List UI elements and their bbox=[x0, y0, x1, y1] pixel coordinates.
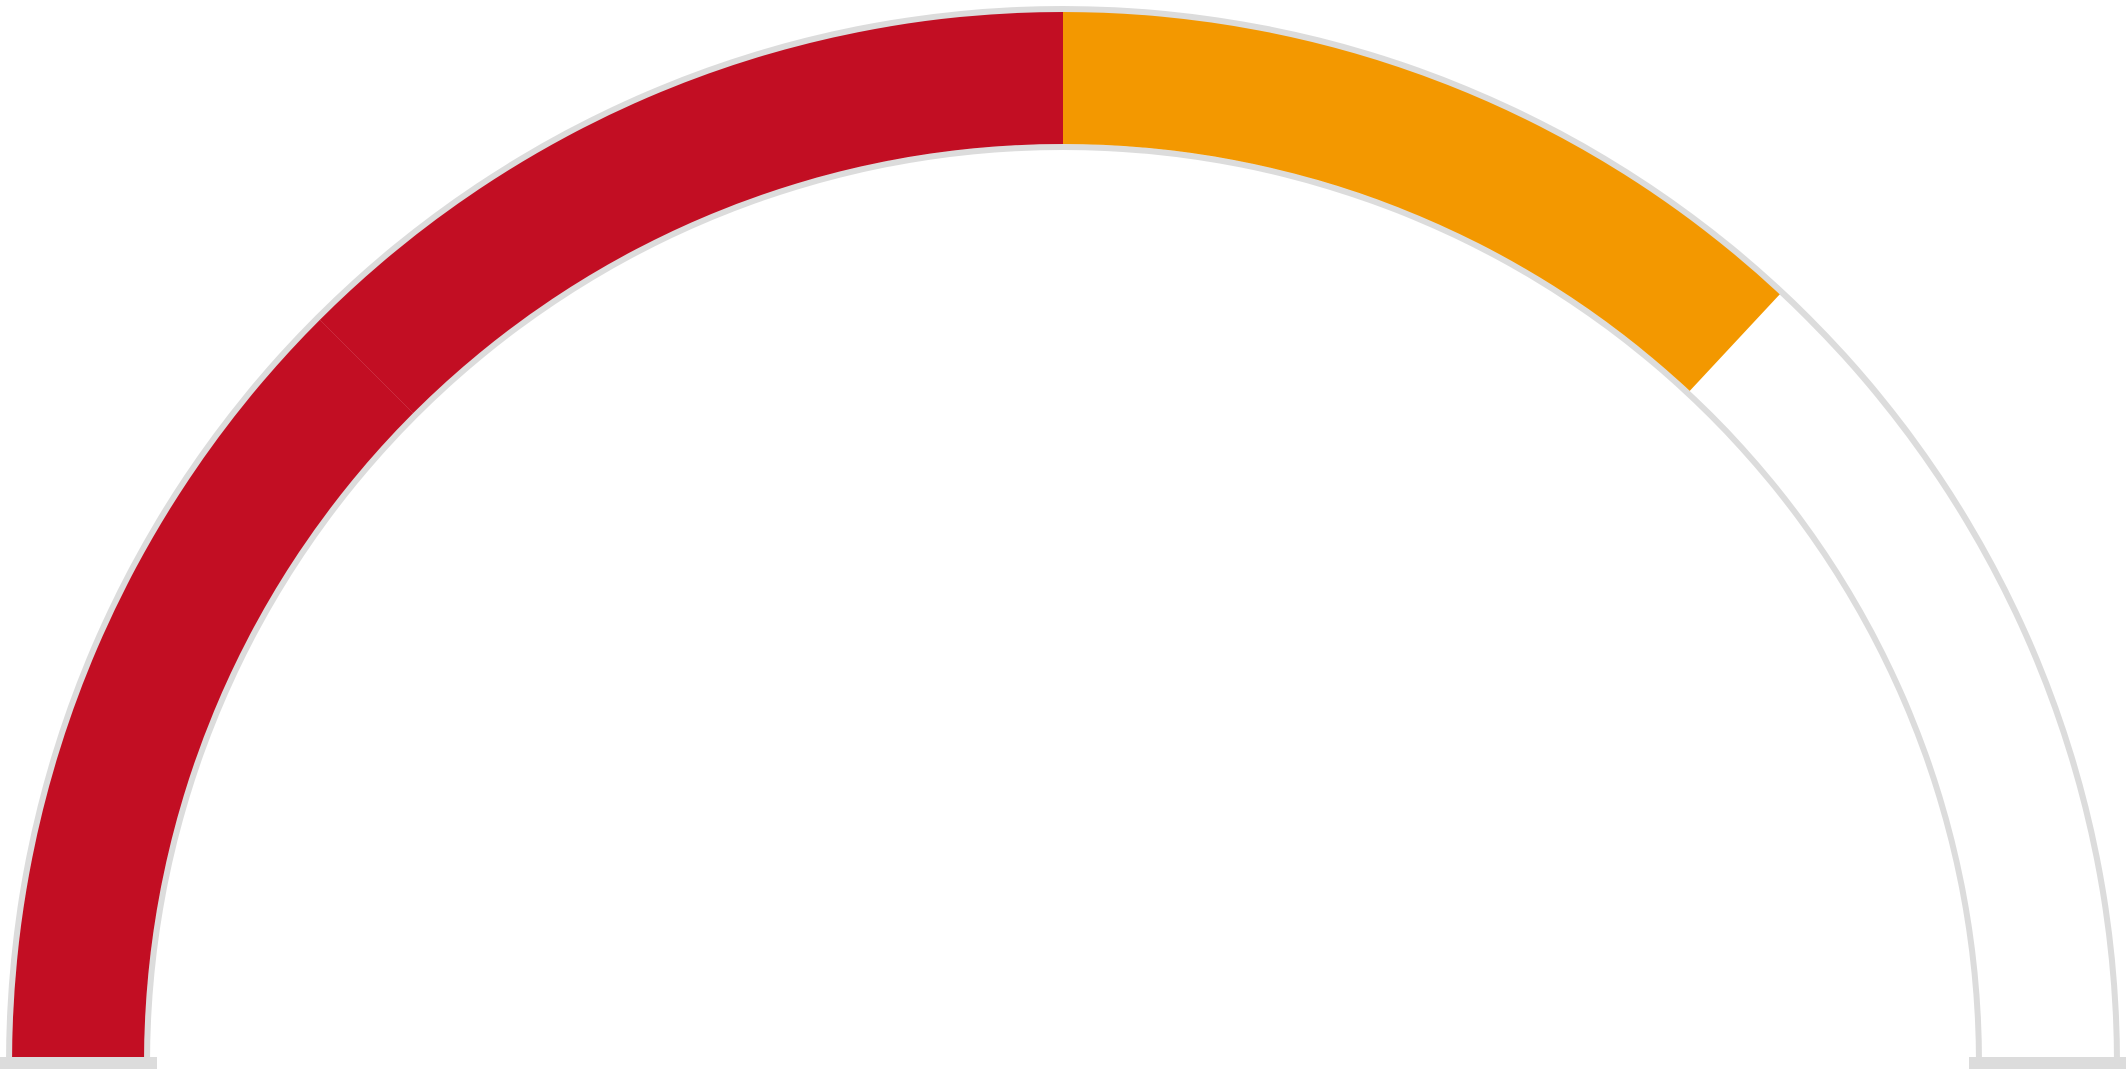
gauge-base-right bbox=[1969, 1057, 2126, 1069]
gauge-segment-3 bbox=[1063, 12, 1780, 391]
gauge-outline bbox=[6, 6, 2120, 1063]
gauge-base-left bbox=[0, 1057, 157, 1069]
gauge-track bbox=[12, 12, 2114, 1063]
gauge-segment-2 bbox=[319, 12, 1063, 414]
gauge-segment-1 bbox=[12, 319, 414, 1063]
